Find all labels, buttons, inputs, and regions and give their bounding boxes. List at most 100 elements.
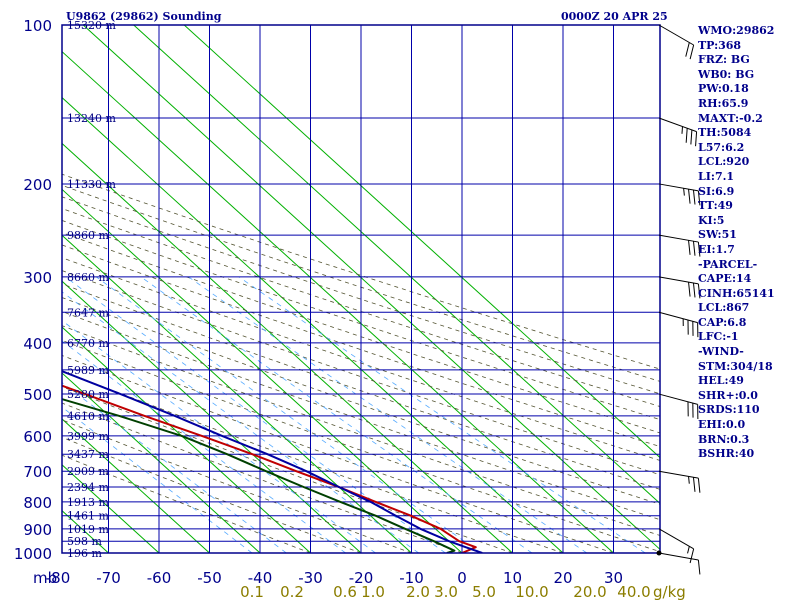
mixing-ratio-line [238, 276, 646, 553]
height-label: 598 m [67, 535, 102, 548]
height-label: 9860 m [67, 229, 109, 242]
wind-barb-half-flag [681, 126, 683, 134]
stat-item: FRZ: BG [698, 53, 750, 67]
stat-item: TP:368 [698, 38, 742, 52]
stat-item: LI:7.1 [698, 169, 735, 183]
pressure-tick-label: 400 [23, 335, 52, 353]
surface-wind-marker [656, 550, 662, 556]
temperature-tick-label: 20 [553, 569, 572, 587]
wind-barb [658, 528, 695, 564]
stat-item: TT:49 [698, 199, 733, 213]
isotherm-line [62, 96, 564, 553]
height-label: 13240 m [67, 112, 116, 125]
wind-barb-flag [697, 242, 701, 257]
isotherm-line [183, 25, 660, 459]
wind-barb-shaft [658, 552, 699, 561]
station-title: U9862 (29862) Sounding [66, 10, 222, 23]
mixing-ratio-line [140, 276, 533, 553]
wind-barb-flag [697, 478, 701, 493]
temperature-tick-label: -70 [96, 569, 121, 587]
stat-item: CAP:6.8 [698, 315, 747, 329]
stat-item: LFC:-1 [698, 330, 739, 344]
wind-barb [658, 393, 699, 419]
mixing-ratio-label: 10.0 [515, 583, 548, 600]
isotherm-line [62, 372, 261, 553]
height-label: 7647 m [67, 306, 109, 319]
temperature-tick-label: -30 [298, 569, 323, 587]
height-label: 6770 m [67, 337, 109, 350]
stat-item: BSHR:40 [698, 447, 755, 461]
height-label: 8660 m [67, 271, 109, 284]
isotherm-line [62, 234, 412, 553]
mixing-ratio-label: 1.0 [361, 583, 385, 600]
height-label: 5280 m [67, 388, 109, 401]
isotherm-line [62, 188, 463, 553]
stat-item: SI:6.9 [698, 184, 735, 198]
temperature-tick-label: -20 [349, 569, 374, 587]
wind-barb-half-flag [687, 546, 690, 554]
stat-item: HEL:49 [698, 374, 744, 388]
height-label: 5989 m [67, 364, 109, 377]
mixing-ratio-label: 0.6 [333, 583, 357, 600]
wind-barb-flag [697, 559, 701, 575]
stat-item: EHI:0.0 [698, 418, 746, 432]
mixing-ratio-label: 40.0 [617, 583, 650, 600]
dewpoint-line [62, 398, 456, 553]
wind-barb-flag [697, 283, 701, 299]
stat-item: MAXT:-0.2 [698, 111, 763, 125]
parcel-line [62, 370, 483, 553]
stat-item: LCL:867 [698, 301, 750, 315]
mixing-ratio-label: 0.1 [240, 583, 264, 600]
wind-barb [658, 234, 701, 257]
isotherm-line [62, 326, 311, 553]
stat-item: TH:5084 [698, 126, 752, 140]
wind-barb-flag [688, 189, 691, 204]
stat-item: L57:6.2 [698, 140, 745, 154]
pressure-tick-label: 100 [23, 17, 52, 35]
height-label: 196 m [67, 547, 102, 560]
wind-barb-flag [688, 240, 691, 255]
pressure-tick-label: 800 [23, 494, 52, 512]
pressure-tick-label: 600 [23, 428, 52, 446]
wind-barb-flag [692, 477, 696, 492]
wind-barb-shaft [658, 470, 699, 479]
height-label: 4610 m [67, 410, 109, 423]
height-label: 3437 m [67, 448, 109, 461]
wind-barb-shaft [658, 276, 699, 285]
wind-barb-flag [689, 548, 695, 564]
dry-adiabat-line [62, 436, 362, 553]
temperature-tick-label: 30 [604, 569, 623, 587]
mixing-ratio-line [65, 276, 446, 553]
stat-item: -PARCEL- [698, 257, 758, 271]
wind-barb-shaft [658, 183, 699, 192]
wind-barb-flag [689, 44, 695, 60]
wind-barb-flag [688, 282, 691, 297]
wind-barb-shaft [658, 24, 694, 46]
plot-area [62, 25, 660, 553]
height-label: 1913 m [67, 496, 109, 509]
mixing-ratio-line [62, 320, 376, 553]
dry-adiabat-line [62, 311, 660, 521]
mixing-ratio-label: 20.0 [573, 583, 606, 600]
wind-barb-shaft [658, 311, 698, 324]
stat-item: SHR+:0.0 [698, 388, 758, 402]
stat-item: STM:304/18 [698, 359, 773, 373]
temperature-tick-label: 10 [503, 569, 522, 587]
pressure-tick-label: 700 [23, 463, 52, 481]
pressure-tick-label: 1000 [14, 545, 52, 563]
wind-barb-flag [692, 241, 696, 256]
isotherm-line [62, 142, 513, 553]
mixing-ratio-label: 5.0 [472, 583, 496, 600]
height-label: 3999 m [67, 430, 109, 443]
height-label: 1461 m [67, 510, 109, 523]
stat-item: EI:1.7 [698, 242, 735, 256]
temperature-tick-label: -60 [147, 569, 172, 587]
mixing-ratio-label: 2.0 [406, 583, 430, 600]
wind-barb-shaft [658, 393, 698, 405]
mixing-ratio-line [62, 291, 419, 553]
temperature-tick-label: -50 [197, 569, 222, 587]
isotherm-line [62, 280, 362, 553]
isotherm-line [133, 25, 660, 505]
isotherm-line [82, 25, 660, 551]
